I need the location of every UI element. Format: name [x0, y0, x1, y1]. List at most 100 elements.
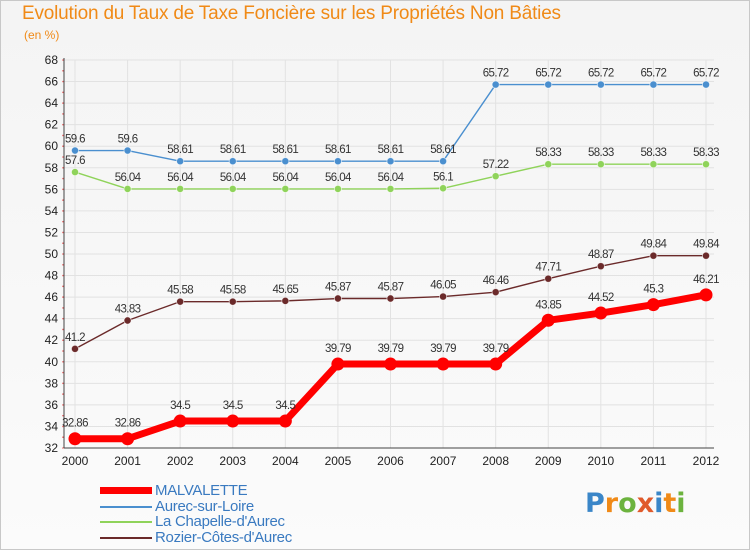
data-label-aurec-sur-loire: 59.6 [65, 134, 85, 146]
y-minor-tick [62, 350, 64, 352]
x-tick-label: 2006 [377, 454, 404, 468]
data-point-la-chapelle-d-aurec [702, 160, 711, 169]
data-point-rozier-cotes-d-aurec [386, 294, 395, 303]
y-minor-tick [62, 371, 64, 374]
x-tick-label: 2004 [272, 454, 299, 468]
data-label-rozier-cotes-d-aurec: 45.58 [167, 285, 193, 297]
data-label-aurec-sur-loire: 65.72 [641, 68, 667, 80]
logo-letter: i [676, 488, 686, 519]
data-label-la-chapelle-d-aurec: 56.04 [167, 172, 194, 184]
legend-label-rozier-cotes-d-aurec: Rozier-Côtes-d'Aurec [155, 528, 292, 546]
data-label-malvalette: 34.5 [170, 400, 190, 412]
x-tick-label: 2002 [167, 454, 194, 468]
data-label-rozier-cotes-d-aurec: 49.84 [641, 239, 668, 251]
data-point-malvalette [68, 432, 82, 446]
data-point-malvalette [646, 298, 660, 312]
series-layer [68, 80, 713, 446]
y-minor-tick [62, 274, 64, 277]
data-label-malvalette: 46.21 [693, 274, 719, 286]
data-label-rozier-cotes-d-aurec: 45.87 [325, 282, 351, 294]
y-minor-tick [62, 447, 64, 449]
chart-unit-label: (en %) [24, 28, 60, 42]
data-label-la-chapelle-d-aurec: 57.6 [65, 155, 85, 167]
data-point-la-chapelle-d-aurec [71, 168, 80, 177]
data-point-aurec-sur-loire [491, 80, 500, 89]
data-label-malvalette: 34.5 [223, 400, 243, 412]
data-label-aurec-sur-loire: 58.61 [325, 144, 351, 156]
y-minor-tick [62, 113, 64, 115]
data-label-aurec-sur-loire: 59.6 [118, 134, 138, 146]
y-tick-label: 66 [45, 75, 59, 89]
y-tick-label: 46 [45, 290, 59, 304]
data-label-malvalette: 39.79 [483, 343, 509, 355]
y-minor-tick [62, 404, 64, 406]
data-point-rozier-cotes-d-aurec [649, 251, 658, 260]
data-point-malvalette [489, 357, 503, 371]
data-point-malvalette [278, 414, 292, 428]
legend-label-aurec-sur-loire: Aurec-sur-Loire [155, 497, 254, 515]
data-label-aurec-sur-loire: 65.72 [588, 68, 614, 80]
data-point-la-chapelle-d-aurec [649, 160, 658, 169]
data-label-malvalette: 44.52 [588, 292, 614, 304]
data-point-rozier-cotes-d-aurec [123, 316, 132, 325]
proxiti-logo: Proxiti [585, 488, 686, 519]
data-point-aurec-sur-loire [123, 146, 132, 155]
data-label-rozier-cotes-d-aurec: 47.71 [535, 262, 561, 274]
y-tick-label: 34 [45, 419, 59, 433]
x-tick-label: 2000 [62, 454, 89, 468]
data-label-la-chapelle-d-aurec: 56.1 [433, 171, 453, 183]
data-label-malvalette: 39.79 [378, 343, 404, 355]
y-minor-tick [62, 263, 64, 266]
data-point-la-chapelle-d-aurec [386, 184, 395, 193]
logo-letter: t [663, 488, 677, 519]
data-point-la-chapelle-d-aurec [596, 160, 605, 169]
data-label-la-chapelle-d-aurec: 56.04 [378, 172, 405, 184]
logo-letter: o [618, 488, 637, 519]
y-minor-tick [62, 307, 64, 309]
data-label-aurec-sur-loire: 65.72 [483, 68, 509, 80]
y-minor-tick [62, 145, 64, 148]
data-point-aurec-sur-loire [333, 157, 342, 166]
y-minor-tick [62, 188, 64, 191]
data-point-aurec-sur-loire [176, 157, 185, 166]
chart-title: Evolution du Taux de Taxe Foncière sur l… [22, 3, 561, 24]
y-minor-tick [62, 156, 64, 158]
legend-swatch-la-chapelle-d-aurec [100, 521, 152, 523]
data-point-aurec-sur-loire [228, 157, 237, 166]
data-point-malvalette [331, 357, 345, 371]
x-tick-label: 2012 [693, 454, 720, 468]
data-label-rozier-cotes-d-aurec: 45.87 [378, 282, 404, 294]
y-tick-label: 60 [45, 139, 59, 153]
axis-layer: 32 34 36 38 40 42 44 46 48 50 52 54 56 58 60 62 64 66 68 20… [45, 53, 720, 468]
y-tick-label: 50 [45, 247, 59, 261]
data-label-malvalette: 32.86 [62, 418, 88, 430]
data-point-malvalette [699, 288, 713, 302]
y-minor-tick [62, 328, 64, 331]
legend-label-malvalette: MALVALETTE [155, 482, 248, 499]
data-label-la-chapelle-d-aurec: 58.33 [588, 147, 614, 159]
data-label-rozier-cotes-d-aurec: 41.2 [65, 332, 85, 344]
y-minor-tick [62, 296, 64, 298]
x-tick-label: 2003 [219, 454, 246, 468]
x-tick-label: 2010 [587, 454, 614, 468]
data-point-aurec-sur-loire [702, 80, 711, 89]
data-label-la-chapelle-d-aurec: 56.04 [272, 172, 299, 184]
data-point-la-chapelle-d-aurec [439, 184, 448, 193]
data-point-rozier-cotes-d-aurec [176, 297, 185, 306]
y-minor-tick [62, 360, 64, 363]
legend-swatch-rozier-cotes-d-aurec [100, 536, 152, 539]
data-point-aurec-sur-loire [71, 146, 80, 155]
y-tick-label: 36 [45, 398, 59, 412]
data-point-la-chapelle-d-aurec [544, 160, 553, 169]
y-minor-tick [62, 80, 64, 83]
data-label-la-chapelle-d-aurec: 58.33 [641, 147, 667, 159]
y-minor-tick [62, 91, 64, 94]
data-point-malvalette [121, 432, 135, 446]
data-label-aurec-sur-loire: 58.61 [220, 144, 246, 156]
y-tick-label: 44 [45, 312, 59, 326]
logo-letter: r [604, 488, 619, 519]
y-minor-tick [62, 393, 64, 395]
y-minor-tick [62, 285, 64, 288]
data-point-rozier-cotes-d-aurec [702, 251, 711, 260]
